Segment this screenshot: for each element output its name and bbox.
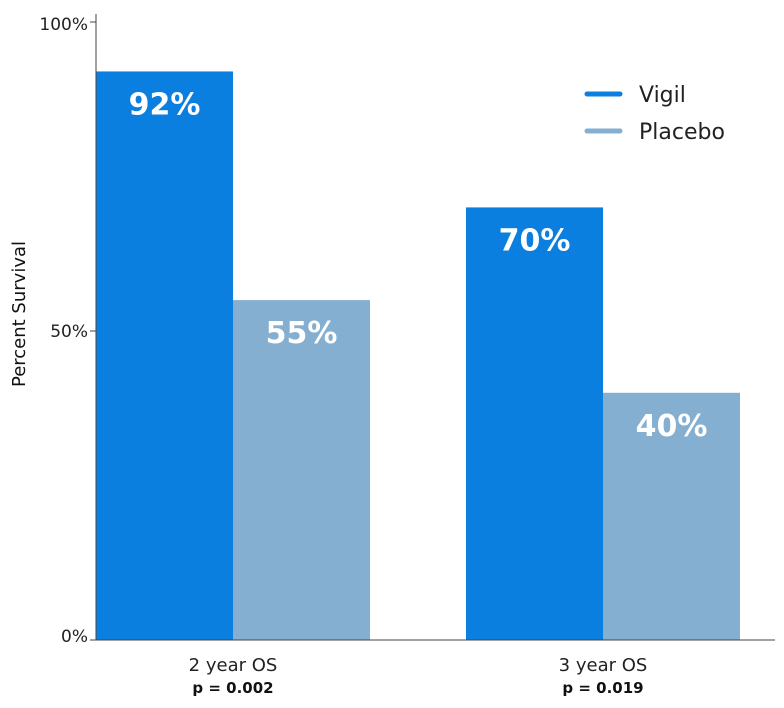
- p-value-label-1: p = 0.002: [192, 679, 273, 697]
- y-tick-label-100: 100%: [39, 15, 88, 35]
- data-label-vigil-1: 92%: [129, 87, 201, 122]
- data-label-placebo-1: 55%: [266, 316, 338, 351]
- y-tick-label-50: 50%: [50, 322, 88, 342]
- y-axis-title: Percent Survival: [9, 241, 30, 387]
- x-category-label-1: 2 year OS: [189, 655, 278, 676]
- data-label-vigil-2: 70%: [499, 223, 571, 258]
- legend-label-placebo: Placebo: [639, 120, 725, 145]
- p-value-label-2: p = 0.019: [562, 679, 643, 697]
- legend-label-vigil: Vigil: [639, 83, 686, 108]
- bar-vigil-2: [466, 207, 603, 640]
- data-label-placebo-2: 40%: [636, 409, 708, 444]
- y-tick-label-0: 0%: [61, 627, 88, 647]
- x-category-label-2: 3 year OS: [559, 655, 648, 676]
- bar-placebo-2: [603, 392, 740, 640]
- bar-placebo-1: [233, 300, 370, 640]
- bar-vigil-1: [96, 71, 233, 640]
